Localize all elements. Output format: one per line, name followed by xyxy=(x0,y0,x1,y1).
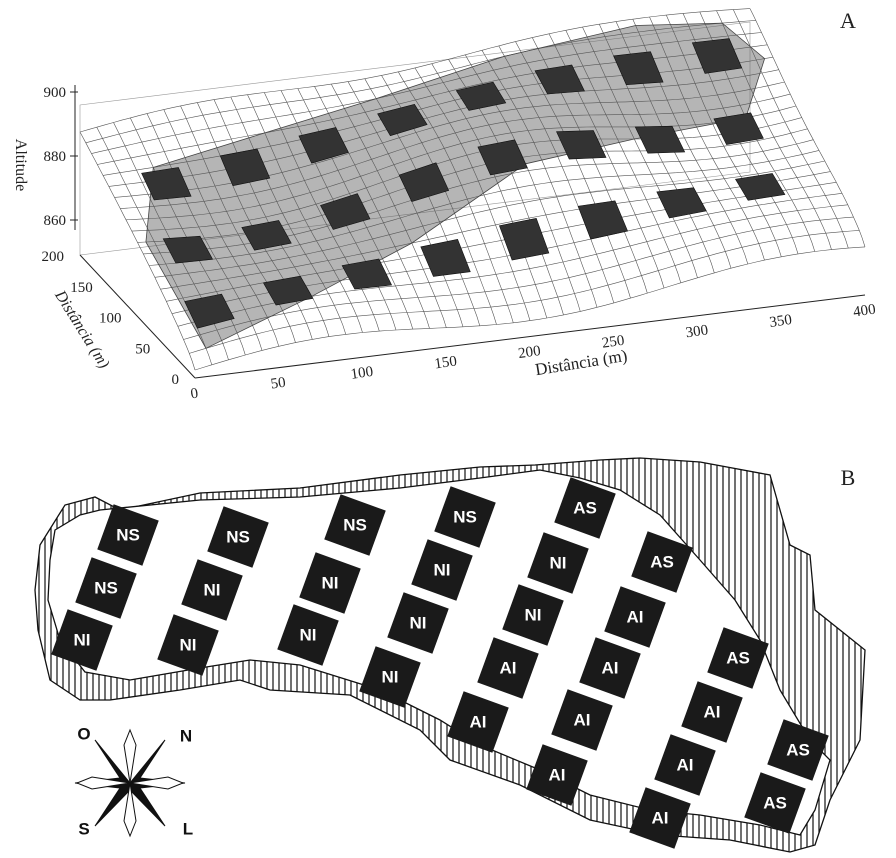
x-tick-label: 300 xyxy=(685,322,710,341)
compass-label: L xyxy=(183,819,193,838)
compass-label: N xyxy=(180,726,192,745)
x-tick-label: 0 xyxy=(190,386,200,403)
x-tick-label: 150 xyxy=(433,353,458,372)
plot-label: AI xyxy=(602,658,619,677)
compass-arms xyxy=(77,730,183,836)
plot-label: NI xyxy=(204,580,221,599)
plot-label: AI xyxy=(677,755,694,774)
plot-label: AS xyxy=(650,552,674,571)
compass-label: O xyxy=(77,724,90,743)
panel-label: B xyxy=(841,465,856,490)
plot-label: AI xyxy=(574,710,591,729)
y-tick-label: 0 xyxy=(172,372,180,388)
plot-label: AI xyxy=(704,702,721,721)
plot-square xyxy=(578,201,628,239)
y-tick-label: 100 xyxy=(99,311,122,327)
sampled-area xyxy=(146,23,765,348)
y-tick-label: 200 xyxy=(42,249,65,265)
plot-label: AI xyxy=(470,712,487,731)
panel-a: 8608809000501001502000501001502002503003… xyxy=(42,9,877,403)
plot-label: AI xyxy=(627,607,644,626)
plot-label: AI xyxy=(549,765,566,784)
x-axis-title: Distância (m) xyxy=(534,346,629,379)
x-tick-label: 350 xyxy=(768,312,793,331)
plot-square xyxy=(499,218,549,260)
plot-label: NI xyxy=(300,625,317,644)
plot-label: NS xyxy=(453,507,477,526)
x-tick-label: 100 xyxy=(350,364,375,383)
mesh-line xyxy=(750,9,865,247)
compass: O N S L xyxy=(75,724,193,838)
y-tick-label: 150 xyxy=(70,280,93,296)
panel-label: A xyxy=(840,8,856,33)
plot-label: AS xyxy=(786,740,810,759)
plot-label: NI xyxy=(550,553,567,572)
plot-label: AS xyxy=(726,648,750,667)
y-tick-label: 50 xyxy=(135,341,150,357)
z-tick-label: 860 xyxy=(44,213,67,229)
plot-label: NS xyxy=(94,578,118,597)
plot-label: NI xyxy=(410,613,427,632)
axis-line xyxy=(195,295,865,378)
plot-label: NI xyxy=(382,667,399,686)
plot-label: NI xyxy=(74,630,91,649)
figure: 8608809000501001502000501001502002503003… xyxy=(0,0,896,858)
x-tick-label: 400 xyxy=(852,302,877,321)
y-axis-title: Distância (m) xyxy=(51,287,113,372)
z-tick-label: 880 xyxy=(44,149,67,165)
plot-label: NI xyxy=(180,635,197,654)
plot-label: AS xyxy=(573,498,597,517)
plot-label: AI xyxy=(500,658,517,677)
z-tick-label: 900 xyxy=(44,85,67,101)
z-axis-title: Altitude xyxy=(12,139,29,191)
plot-label: NS xyxy=(343,515,367,534)
panel-b: NSNSNINSNININSNININSNININIASNINIAIAIASAI… xyxy=(35,458,865,852)
plot-label: NI xyxy=(322,573,339,592)
x-tick-label: 50 xyxy=(270,375,287,393)
plot-square xyxy=(714,113,764,145)
plot-square xyxy=(421,239,471,276)
plot-square xyxy=(736,174,785,201)
plot-label: AI xyxy=(652,808,669,827)
plot-label: AS xyxy=(763,793,787,812)
plot-square xyxy=(657,188,707,218)
plot-label: NS xyxy=(226,527,250,546)
compass-label: S xyxy=(78,819,89,838)
plot-label: NI xyxy=(434,560,451,579)
plot-label: NI xyxy=(525,605,542,624)
plot-label: NS xyxy=(116,525,140,544)
